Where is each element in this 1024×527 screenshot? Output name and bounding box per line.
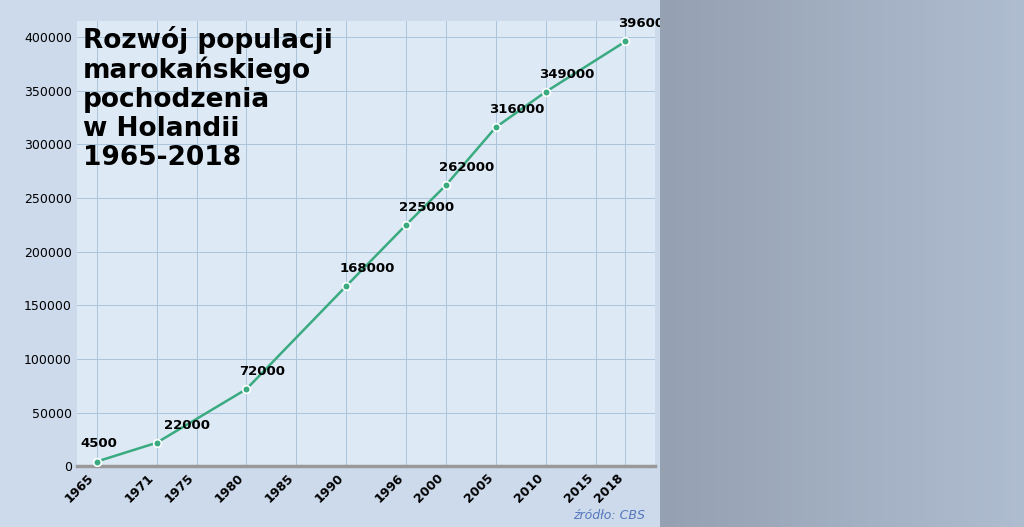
Text: 316000: 316000 xyxy=(488,103,544,116)
Text: źródło: CBS: źródło: CBS xyxy=(573,509,645,522)
Text: 349000: 349000 xyxy=(539,68,594,81)
Text: 22000: 22000 xyxy=(164,418,210,432)
Text: Rozwój populacji
marokańskiego
pochodzenia
w Holandii
1965-2018: Rozwój populacji marokańskiego pochodzen… xyxy=(83,25,333,171)
Text: 262000: 262000 xyxy=(439,161,495,174)
Text: 72000: 72000 xyxy=(240,365,286,378)
Text: 225000: 225000 xyxy=(399,201,455,214)
Text: 168000: 168000 xyxy=(339,262,394,275)
Text: 4500: 4500 xyxy=(80,437,117,451)
Text: 396000: 396000 xyxy=(618,17,674,31)
